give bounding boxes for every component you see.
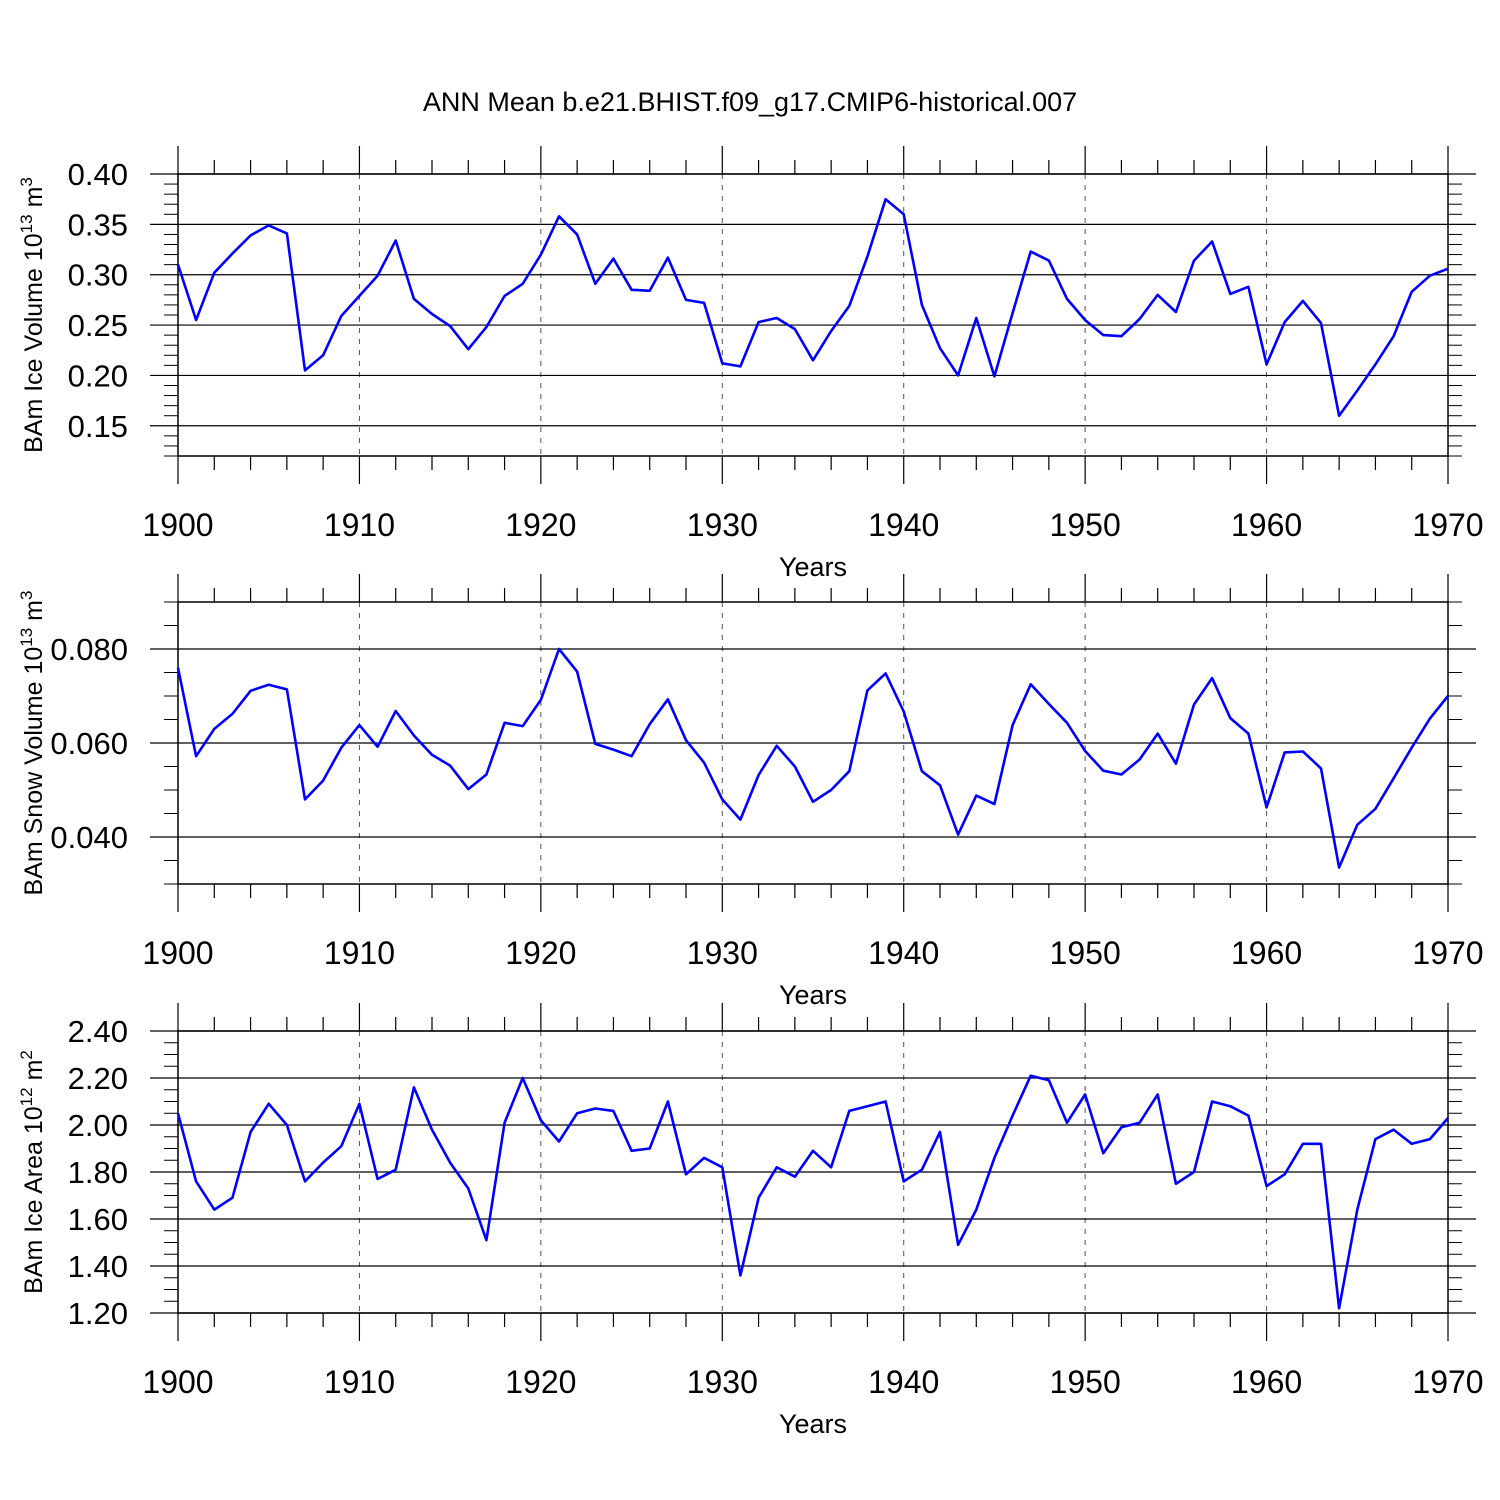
xtick-label: 1960 [1231, 507, 1302, 543]
xtick-label: 1970 [1412, 507, 1483, 543]
xtick-label: 1970 [1412, 935, 1483, 971]
xtick-label: 1900 [142, 935, 213, 971]
ytick-label: 0.20 [68, 358, 128, 393]
xtick-label: 1940 [868, 1364, 939, 1400]
xtick-label: 1960 [1231, 1364, 1302, 1400]
xtick-label: 1950 [1050, 935, 1121, 971]
panel-3: 1.20 1.40 1.60 1.80 2.00 2.20 2.40 1900 1910 1920… [17, 1003, 1484, 1439]
xtick-label: 1970 [1412, 1364, 1483, 1400]
ytick-label: 0.35 [68, 207, 128, 242]
plot-frame [177, 173, 1449, 457]
xtick-label: 1900 [142, 1364, 213, 1400]
y-axis-label: BAm Snow Volume 1013m3 [17, 591, 48, 896]
plot-frame [177, 1030, 1449, 1314]
xtick-label: 1930 [687, 1364, 758, 1400]
ytick-label: 0.25 [68, 308, 128, 343]
ytick-label: 2.40 [68, 1014, 128, 1049]
xtick-label: 1940 [868, 507, 939, 543]
xtick-label: 1900 [142, 507, 213, 543]
y-axis-label: BAm Ice Area 1012m2 [17, 1050, 48, 1294]
ytick-label: 2.00 [68, 1108, 128, 1143]
ytick-label: 1.40 [68, 1249, 128, 1284]
xtick-label: 1910 [324, 507, 395, 543]
figure-title: ANN Mean b.e21.BHIST.f09_g17.CMIP6-histo… [423, 87, 1077, 117]
xtick-label: 1930 [687, 507, 758, 543]
xtick-label: 1910 [324, 935, 395, 971]
xtick-label: 1920 [505, 935, 576, 971]
ytick-label: 2.20 [68, 1061, 128, 1096]
xtick-label: 1960 [1231, 935, 1302, 971]
x-axis-label: Years [779, 1409, 847, 1439]
series-line [176, 647, 1450, 869]
ytick-label: 1.80 [68, 1155, 128, 1190]
ytick-label: 1.60 [68, 1202, 128, 1237]
ytick-label: 0.30 [68, 258, 128, 293]
xtick-label: 1920 [505, 507, 576, 543]
series-line [176, 197, 1449, 418]
ytick-label: 1.20 [68, 1296, 128, 1331]
series-line [176, 1074, 1449, 1310]
xtick-label: 1920 [505, 1364, 576, 1400]
xtick-label: 1950 [1050, 1364, 1121, 1400]
ytick-label: 0.040 [50, 820, 128, 855]
y-axis-label: BAm Ice Volume 1013m3 [17, 177, 48, 453]
panel-2: 0.040 0.060 0.080 1900 1910 1920 1930 1940 1950 1… [17, 574, 1484, 1010]
ytick-label: 0.40 [68, 157, 128, 192]
x-axis-label: Years [779, 552, 847, 582]
ytick-label: 0.080 [50, 632, 128, 667]
xtick-label: 1940 [868, 935, 939, 971]
ytick-label: 0.15 [68, 409, 128, 444]
x-axis-label: Years [779, 980, 847, 1010]
ytick-label: 0.060 [50, 726, 128, 761]
xtick-label: 1930 [687, 935, 758, 971]
xtick-label: 1910 [324, 1364, 395, 1400]
panel-1: 0.15 0.20 0.25 0.30 0.35 0.40 1900 1910 1920 1930… [17, 146, 1484, 582]
xtick-label: 1950 [1050, 507, 1121, 543]
plot-frame [177, 601, 1449, 885]
